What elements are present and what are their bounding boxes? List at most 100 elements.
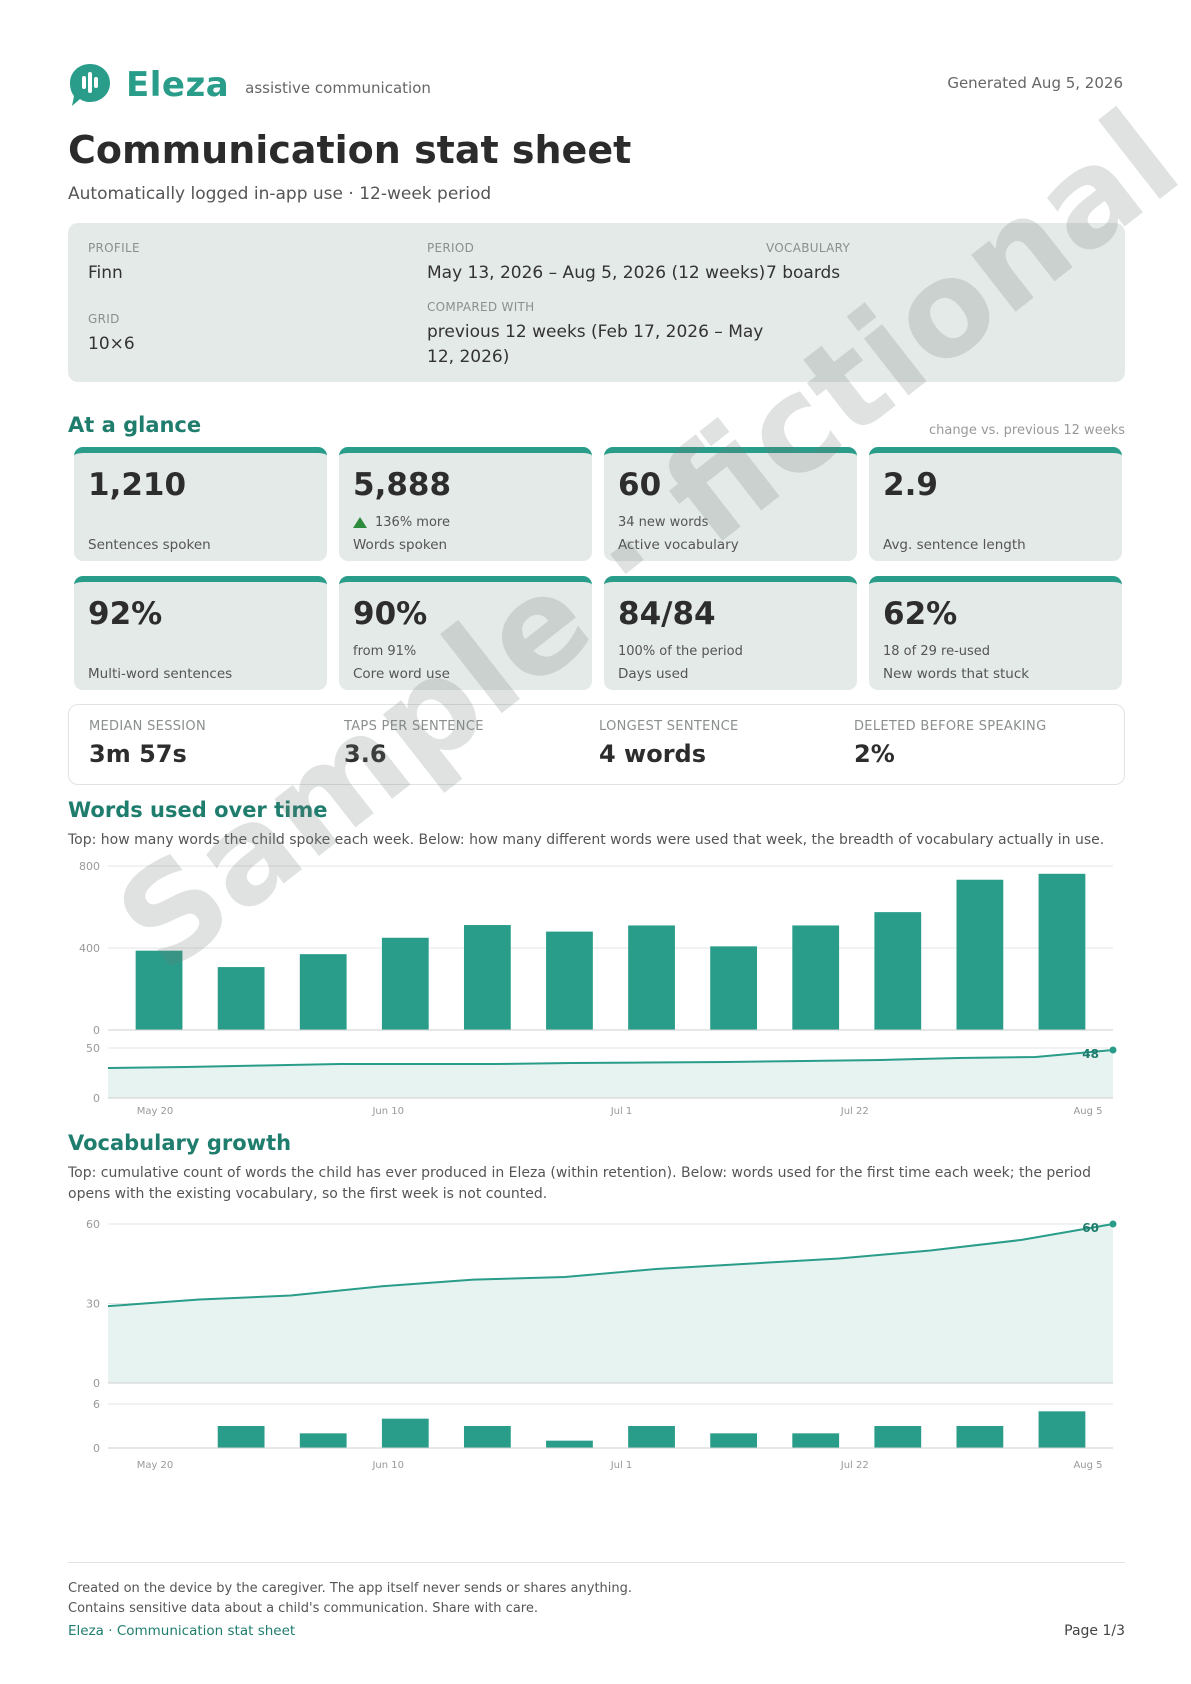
triangle-up-icon (353, 517, 367, 528)
compared-value: previous 12 weeks (Feb 17, 2026 – May 12… (427, 322, 764, 367)
longest-sentence-value: 4 words (599, 740, 707, 768)
stat-change: 136% more (353, 515, 450, 530)
deleted-before-speaking-label: DELETED BEFORE SPEAKING (854, 719, 1047, 734)
median-session: MEDIAN SESSION 3m 57s (89, 719, 206, 768)
stat-value: 60 (618, 467, 662, 503)
deleted-before-speaking: DELETED BEFORE SPEAKING 2% (854, 719, 1046, 768)
grid-field: GRID 10×6 (88, 312, 135, 357)
stat-card: 84/84 100% of the period Days used (604, 576, 857, 690)
words-x-tick-label: Jul 1 (610, 1106, 633, 1117)
stat-change-text: from 91% (353, 644, 417, 659)
distinct-words-end-label: 48 (1082, 1047, 1099, 1061)
longest-sentence-label: LONGEST SENTENCE (599, 719, 739, 734)
words-bar-bar (381, 937, 429, 1030)
longest-sentence: LONGEST SENTENCE 4 words (599, 719, 739, 768)
cumulative-vocab-end-point (1109, 1220, 1117, 1228)
period-label: PERIOD (427, 241, 475, 255)
new-words-bar (874, 1426, 922, 1448)
vocab-x-tick-label: Jul 1 (610, 1460, 633, 1471)
new-words-bar (792, 1433, 840, 1448)
profile-field: PROFILE Finn (88, 241, 140, 286)
words-bar-y-tick-label: 400 (79, 942, 100, 955)
distinct-words-end-point (1109, 1046, 1117, 1054)
words-x-tick-label: Jun 10 (371, 1106, 404, 1117)
stat-label: Active vocabulary (618, 537, 739, 553)
vocab-x-tick-label: Jun 10 (371, 1460, 404, 1471)
profile-summary: PROFILE Finn GRID 10×6 PERIOD May 13, 20… (68, 223, 1125, 382)
cumulative-vocab-end-label: 60 (1082, 1221, 1099, 1235)
stat-card: 92% Multi-word sentences (74, 576, 327, 690)
stat-change-text: 18 of 29 re-used (883, 644, 991, 659)
page-number: Page 1/3 (1064, 1623, 1125, 1639)
stat-change-text: 136% more (375, 515, 450, 530)
grid-value: 10×6 (88, 334, 135, 354)
words-bar-bar (1038, 873, 1086, 1030)
words-over-time-title: Words used over time (68, 798, 328, 822)
new-words-bar (628, 1426, 675, 1448)
stat-card: 1,210 Sentences spoken (74, 447, 327, 561)
new-words-bar (381, 1418, 429, 1448)
vocab-x-tick-label: Aug 5 (1073, 1460, 1102, 1471)
stat-label: Avg. sentence length (883, 537, 1026, 553)
vocab-x-tick-label: Jul 22 (840, 1460, 869, 1471)
stat-label: Days used (618, 666, 689, 682)
words-bar-bar (299, 954, 347, 1030)
new-words-bar (217, 1426, 265, 1448)
cumulative-vocab-y-tick-label: 30 (86, 1298, 100, 1311)
words-bar-y-tick-label: 0 (93, 1024, 100, 1037)
new-words-bar (546, 1440, 593, 1448)
stat-value: 5,888 (353, 467, 452, 503)
brand-tagline: assistive communication (245, 79, 431, 97)
cumulative-vocab-line (107, 1223, 1114, 1308)
brand-name: Eleza (126, 65, 230, 105)
profile-value: Finn (88, 263, 123, 283)
new-words-bar (956, 1426, 1004, 1448)
deleted-before-speaking-value: 2% (854, 740, 895, 768)
cumulative-vocab-y-tick-label: 0 (93, 1377, 100, 1390)
compared-field: COMPARED WITH previous 12 weeks (Feb 17,… (427, 300, 772, 370)
words-bar-bar (217, 967, 265, 1030)
words-bar-bar (546, 931, 593, 1030)
footer-divider (68, 1562, 1125, 1563)
stat-value: 90% (353, 596, 428, 632)
new-words-bar (710, 1433, 758, 1448)
taps-per-sentence-label: TAPS PER SENTENCE (344, 719, 484, 734)
taps-per-sentence: TAPS PER SENTENCE 3.6 (344, 719, 484, 768)
vocabulary-field: VOCABULARY 7 boards (766, 241, 850, 286)
page-title: Communication stat sheet (68, 128, 632, 172)
stat-label: Words spoken (353, 537, 448, 553)
words-bar-bar (628, 925, 675, 1030)
new-words-y-tick-label: 6 (93, 1398, 100, 1411)
words-bar-bar (792, 925, 840, 1030)
period-value: May 13, 2026 – Aug 5, 2026 (12 weeks) (427, 263, 766, 283)
vocabulary-value: 7 boards (766, 263, 841, 283)
words-bar-bar (463, 925, 511, 1030)
stat-label: Sentences spoken (88, 537, 211, 553)
taps-per-sentence-value: 3.6 (344, 740, 387, 768)
words-x-tick-label: Jul 22 (840, 1106, 869, 1117)
stat-change-text: 34 new words (618, 515, 709, 530)
stat-value: 92% (88, 596, 163, 632)
header: Eleza assistive communication Generated … (68, 62, 1123, 108)
footer-brand: Eleza · Communication stat sheet (68, 1623, 296, 1639)
vocabulary-label: VOCABULARY (766, 241, 851, 255)
words-bar-bar (710, 946, 758, 1030)
vocab-x-tick-label: May 20 (137, 1460, 174, 1471)
stat-card: 62% 18 of 29 re-used New words that stuc… (869, 576, 1122, 690)
session-stats: MEDIAN SESSION 3m 57s TAPS PER SENTENCE … (68, 704, 1125, 785)
stat-card: 90% from 91% Core word use (339, 576, 592, 690)
stat-label: Core word use (353, 666, 450, 682)
grid-label: GRID (88, 312, 120, 326)
vocabulary-growth-description: Top: cumulative count of words the child… (68, 1165, 1091, 1202)
words-over-time-description: Top: how many words the child spoke each… (68, 832, 1105, 848)
new-words-bar (299, 1433, 347, 1448)
stat-value: 62% (883, 596, 958, 632)
words-bar-y-tick-label: 800 (79, 860, 100, 873)
stat-card: 5,888 136% more Words spoken (339, 447, 592, 561)
footer-warning: Contains sensitive data about a child's … (68, 1601, 538, 1616)
stat-card: 2.9 Avg. sentence length (869, 447, 1122, 561)
logo: Eleza assistive communication (68, 62, 431, 108)
stat-label: New words that stuck (883, 666, 1030, 682)
median-session-value: 3m 57s (89, 740, 187, 768)
words-bar-bar (956, 879, 1004, 1030)
